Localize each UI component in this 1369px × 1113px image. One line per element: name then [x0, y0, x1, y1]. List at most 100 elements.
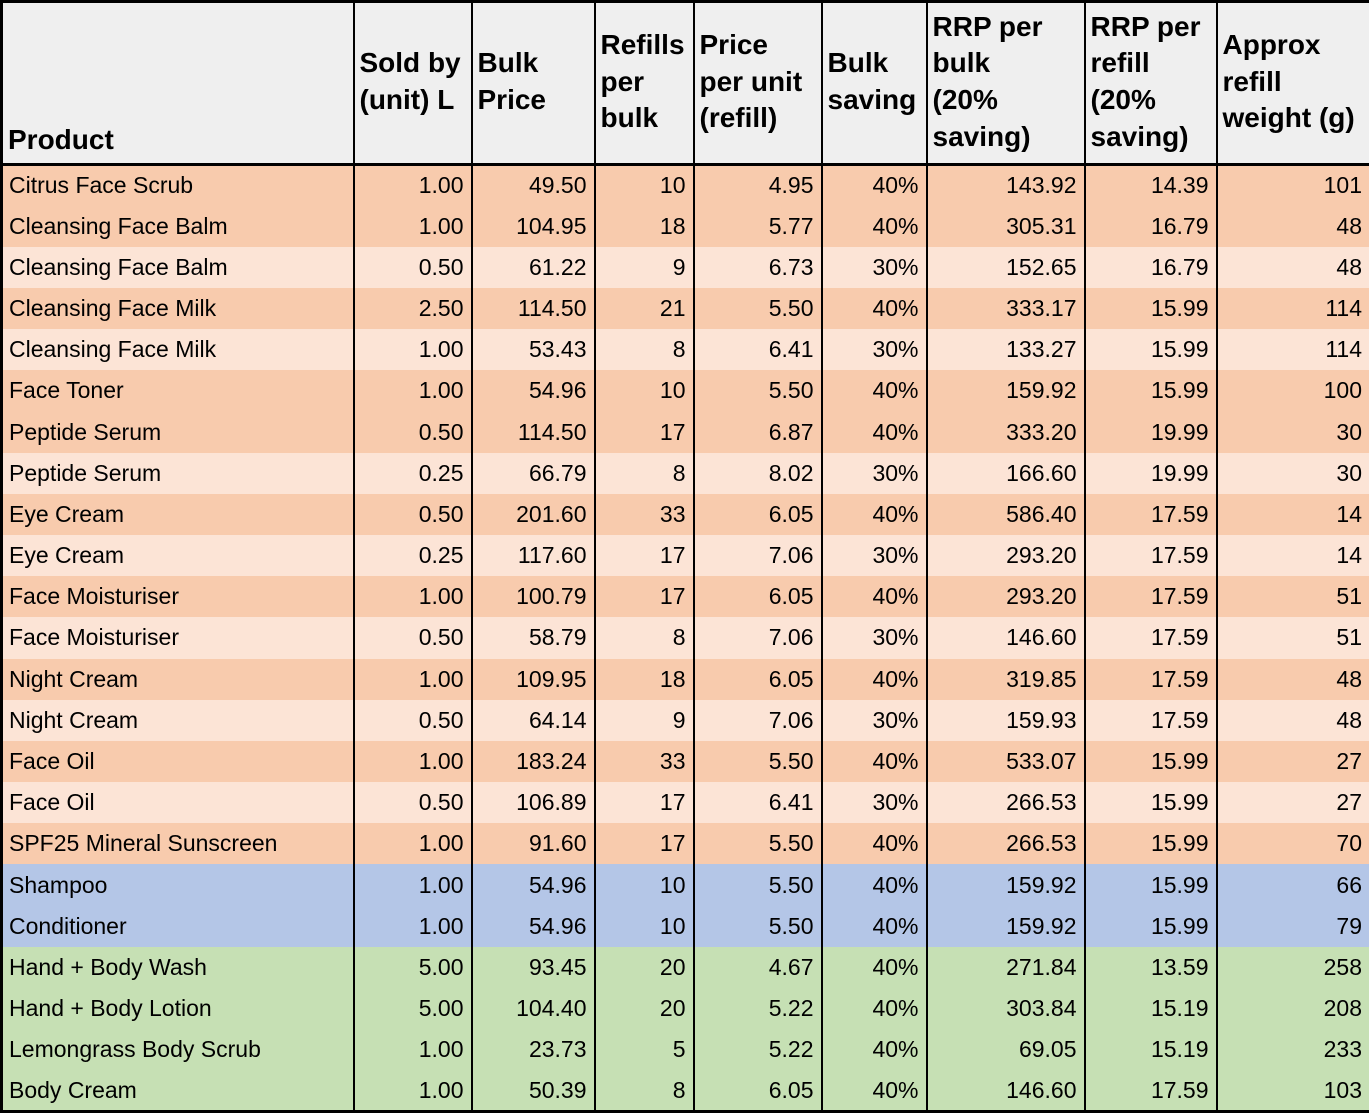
table-row: Night Cream 0.50 64.14 9 7.06 30% 159.93 17.59 4…: [0, 699, 1369, 741]
cell-rrp-refill: 17.59: [1083, 535, 1218, 577]
cell-price-per-refill: 7.06: [692, 617, 823, 659]
cell-price-per-refill: 6.05: [692, 493, 823, 536]
cell-rrp-refill: 15.19: [1083, 1029, 1218, 1071]
table-row: Peptide Serum 0.25 66.79 8 8.02 30% 166.60 19.9…: [0, 452, 1369, 494]
cell-rrp-bulk: 586.40: [925, 493, 1086, 536]
cell-price-per-refill: 6.05: [692, 658, 823, 700]
table-row: Cleansing Face Milk 1.00 53.43 8 6.41 30% 133.…: [0, 329, 1369, 371]
cell-product: Face Oil: [0, 740, 355, 783]
cell-sold-by: 1.00: [352, 576, 473, 618]
table-row: Cleansing Face Balm 1.00 104.95 18 5.77 40% 30…: [0, 205, 1369, 247]
column-header-product: Product: [0, 1, 355, 166]
cell-sold-by: 1.00: [352, 905, 473, 947]
cell-rrp-bulk: 159.92: [925, 864, 1086, 906]
cell-bulk-saving: 40%: [820, 576, 928, 618]
header-row: Product Sold by (unit) L Bulk Price Refi…: [0, 1, 1369, 166]
cell-refills: 10: [593, 164, 695, 206]
cell-product: Body Cream: [0, 1070, 355, 1112]
cell-weight: 30: [1215, 452, 1369, 494]
cell-rrp-bulk: 159.92: [925, 905, 1086, 947]
cell-weight: 101: [1215, 164, 1369, 206]
cell-price-per-refill: 5.50: [692, 905, 823, 947]
column-header-rrp-per-refill: RRP per refill (20% saving): [1083, 1, 1218, 166]
cell-weight: 233: [1215, 1029, 1369, 1071]
cell-product: Cleansing Face Milk: [0, 329, 355, 371]
cell-price-per-refill: 6.41: [692, 329, 823, 371]
cell-price-per-refill: 4.67: [692, 946, 823, 988]
cell-rrp-bulk: 266.53: [925, 782, 1086, 824]
cell-sold-by: 1.00: [352, 658, 473, 700]
cell-rrp-bulk: 69.05: [925, 1029, 1086, 1071]
cell-refills: 8: [593, 1070, 695, 1112]
table-row: Face Toner 1.00 54.96 10 5.50 40% 159.92 15.99 1…: [0, 370, 1369, 412]
cell-bulk-saving: 30%: [820, 452, 928, 494]
cell-bulk-saving: 40%: [820, 164, 928, 206]
cell-rrp-refill: 15.99: [1083, 905, 1218, 947]
cell-bulk-saving: 30%: [820, 782, 928, 824]
cell-refills: 20: [593, 946, 695, 988]
cell-bulk-saving: 40%: [820, 370, 928, 412]
cell-sold-by: 0.50: [352, 411, 473, 453]
cell-bulk-price: 58.79: [470, 617, 596, 659]
cell-rrp-bulk: 305.31: [925, 205, 1086, 247]
cell-bulk-price: 114.50: [470, 411, 596, 453]
cell-bulk-price: 61.22: [470, 246, 596, 289]
cell-rrp-refill: 19.99: [1083, 452, 1218, 494]
cell-rrp-bulk: 166.60: [925, 452, 1086, 494]
cell-rrp-refill: 15.19: [1083, 987, 1218, 1030]
cell-product: Cleansing Face Milk: [0, 288, 355, 330]
cell-product: Peptide Serum: [0, 452, 355, 494]
cell-rrp-refill: 13.59: [1083, 946, 1218, 988]
cell-refills: 8: [593, 329, 695, 371]
cell-rrp-bulk: 533.07: [925, 740, 1086, 783]
cell-refills: 33: [593, 740, 695, 783]
cell-rrp-bulk: 333.20: [925, 411, 1086, 453]
cell-bulk-price: 54.96: [470, 370, 596, 412]
cell-weight: 70: [1215, 823, 1369, 865]
cell-rrp-refill: 15.99: [1083, 823, 1218, 865]
cell-bulk-saving: 40%: [820, 205, 928, 247]
cell-product: SPF25 Mineral Sunscreen: [0, 823, 355, 865]
cell-bulk-saving: 40%: [820, 1029, 928, 1071]
cell-rrp-refill: 15.99: [1083, 782, 1218, 824]
cell-weight: 208: [1215, 987, 1369, 1030]
table-row: Peptide Serum 0.50 114.50 17 6.87 40% 333.20 19…: [0, 411, 1369, 453]
cell-bulk-saving: 40%: [820, 823, 928, 865]
cell-sold-by: 5.00: [352, 987, 473, 1030]
cell-refills: 20: [593, 987, 695, 1030]
cell-sold-by: 0.25: [352, 452, 473, 494]
cell-refills: 18: [593, 658, 695, 700]
cell-weight: 14: [1215, 535, 1369, 577]
cell-rrp-bulk: 333.17: [925, 288, 1086, 330]
table-row: Lemongrass Body Scrub 1.00 23.73 5 5.22 40% 69…: [0, 1029, 1369, 1071]
cell-bulk-price: 109.95: [470, 658, 596, 700]
table-row: Face Moisturiser 0.50 58.79 8 7.06 30% 146.60 1…: [0, 617, 1369, 659]
table-row: Citrus Face Scrub 1.00 49.50 10 4.95 40% 143.9…: [0, 164, 1369, 206]
cell-refills: 17: [593, 782, 695, 824]
table-body: Citrus Face Scrub 1.00 49.50 10 4.95 40% 143.9…: [0, 164, 1369, 1112]
cell-sold-by: 1.00: [352, 205, 473, 247]
cell-product: Face Moisturiser: [0, 576, 355, 618]
cell-bulk-saving: 30%: [820, 617, 928, 659]
cell-bulk-price: 100.79: [470, 576, 596, 618]
table-row: Conditioner 1.00 54.96 10 5.50 40% 159.92 15.99…: [0, 905, 1369, 947]
column-header-price-per-unit-refill: Price per unit (refill): [692, 1, 823, 166]
cell-weight: 258: [1215, 946, 1369, 988]
cell-price-per-refill: 6.05: [692, 576, 823, 618]
cell-price-per-refill: 4.95: [692, 164, 823, 206]
cell-rrp-refill: 15.99: [1083, 864, 1218, 906]
cell-refills: 18: [593, 205, 695, 247]
cell-price-per-refill: 7.06: [692, 535, 823, 577]
cell-rrp-refill: 17.59: [1083, 1070, 1218, 1112]
column-header-refills-per-bulk: Refills per bulk: [593, 1, 695, 166]
table-header: Product Sold by (unit) L Bulk Price Refi…: [0, 1, 1369, 166]
cell-sold-by: 0.50: [352, 782, 473, 824]
column-header-bulk-price: Bulk Price: [470, 1, 596, 166]
cell-rrp-bulk: 293.20: [925, 576, 1086, 618]
cell-rrp-bulk: 143.92: [925, 164, 1086, 206]
cell-price-per-refill: 6.05: [692, 1070, 823, 1112]
cell-rrp-bulk: 159.92: [925, 370, 1086, 412]
cell-refills: 9: [593, 699, 695, 741]
cell-bulk-saving: 30%: [820, 699, 928, 741]
cell-bulk-price: 93.45: [470, 946, 596, 988]
